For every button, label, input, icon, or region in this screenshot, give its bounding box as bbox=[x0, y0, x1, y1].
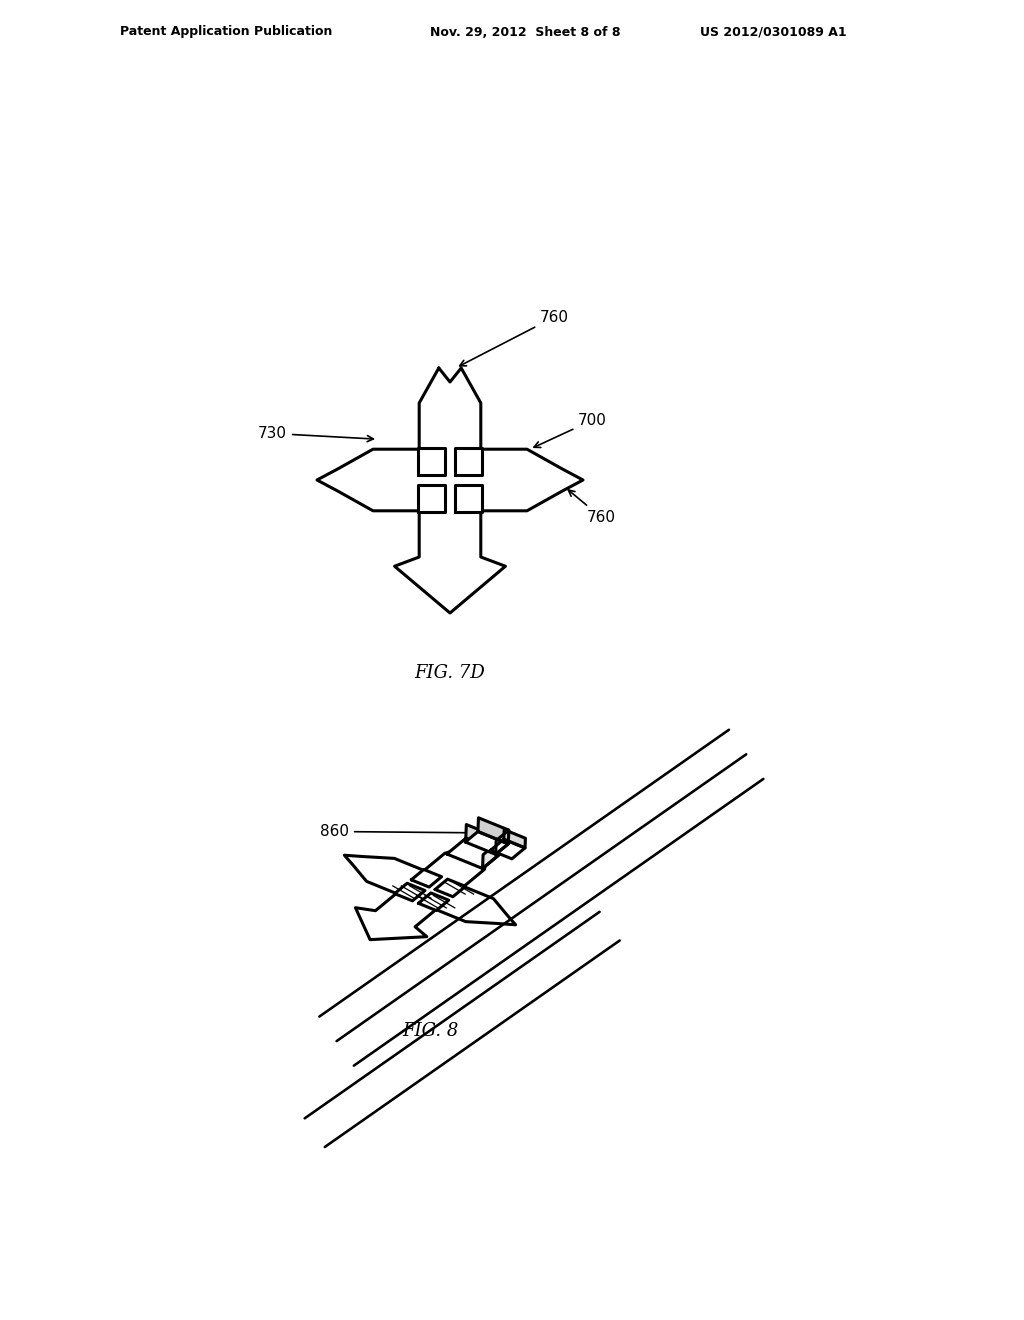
Polygon shape bbox=[465, 832, 508, 854]
Polygon shape bbox=[419, 892, 449, 911]
Text: 700: 700 bbox=[534, 413, 607, 447]
Polygon shape bbox=[478, 818, 509, 843]
Polygon shape bbox=[412, 870, 441, 887]
Text: Patent Application Publication: Patent Application Publication bbox=[120, 25, 333, 38]
Polygon shape bbox=[466, 825, 502, 853]
Text: Nov. 29, 2012  Sheet 8 of 8: Nov. 29, 2012 Sheet 8 of 8 bbox=[430, 25, 621, 38]
Polygon shape bbox=[490, 840, 525, 859]
Polygon shape bbox=[344, 845, 516, 940]
Polygon shape bbox=[482, 840, 502, 869]
Polygon shape bbox=[496, 830, 509, 854]
Polygon shape bbox=[394, 883, 425, 900]
Polygon shape bbox=[455, 447, 482, 475]
Polygon shape bbox=[446, 838, 502, 869]
Text: US 2012/0301089 A1: US 2012/0301089 A1 bbox=[700, 25, 847, 38]
Polygon shape bbox=[455, 484, 482, 512]
Text: 760: 760 bbox=[568, 490, 615, 525]
Text: FIG. 7D: FIG. 7D bbox=[415, 664, 485, 682]
Text: 860: 860 bbox=[319, 824, 495, 840]
Text: 760: 760 bbox=[460, 309, 569, 366]
Polygon shape bbox=[418, 484, 445, 512]
Polygon shape bbox=[317, 368, 583, 612]
Polygon shape bbox=[435, 879, 465, 896]
Text: FIG. 8: FIG. 8 bbox=[401, 1022, 458, 1040]
Text: 730: 730 bbox=[258, 426, 374, 442]
Polygon shape bbox=[418, 447, 445, 475]
Polygon shape bbox=[504, 830, 525, 847]
